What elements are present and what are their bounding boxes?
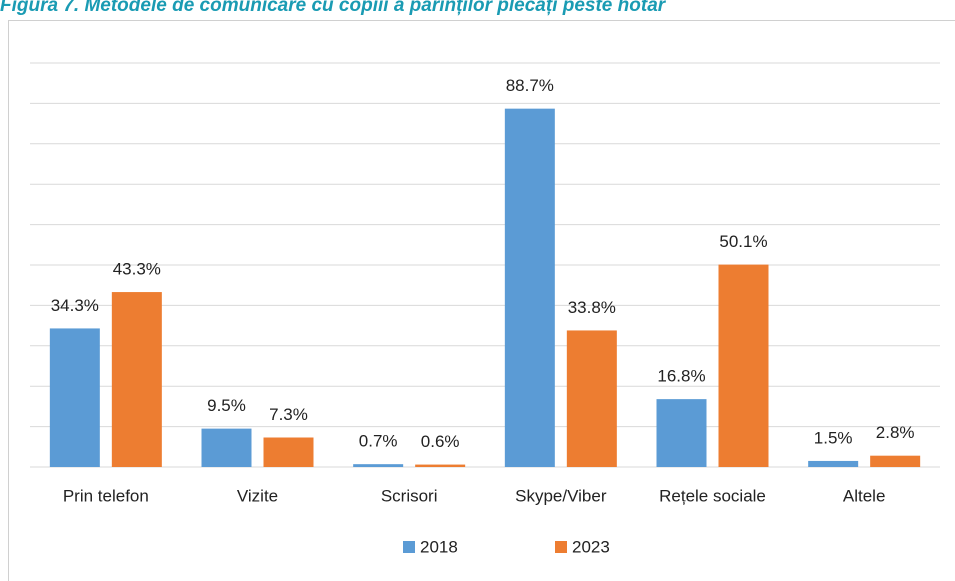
bar [566, 330, 617, 467]
data-label: 34.3% [51, 296, 99, 315]
data-label: 7.3% [269, 405, 308, 424]
data-label: 9.5% [207, 396, 246, 415]
x-tick-label: Altele [843, 486, 886, 505]
legend-swatch [403, 541, 415, 553]
legend-label: 2023 [572, 537, 610, 556]
bar [718, 264, 769, 467]
bar [808, 460, 859, 467]
bar [353, 464, 404, 467]
data-label: 88.7% [506, 76, 554, 95]
bar [263, 437, 314, 467]
data-label: 0.7% [359, 432, 398, 451]
x-tick-label: Skype/Viber [515, 486, 607, 505]
legend-swatch [555, 541, 567, 553]
chart-title: Figura 7. Metodele de comunicare cu copi… [0, 0, 667, 16]
legend-label: 2018 [420, 537, 458, 556]
x-tick-label: Rețele sociale [659, 486, 766, 505]
bar [201, 428, 252, 467]
x-tick-label: Vizite [237, 486, 278, 505]
data-label: 43.3% [113, 260, 161, 279]
bar [49, 328, 100, 467]
data-label: 50.1% [719, 232, 767, 251]
data-label: 0.6% [421, 432, 460, 451]
chart-frame [8, 20, 955, 581]
bar [504, 108, 555, 467]
bar [870, 455, 921, 467]
bar [111, 292, 162, 467]
x-tick-label: Prin telefon [63, 486, 149, 505]
data-label: 1.5% [814, 428, 853, 447]
x-tick-label: Scrisori [381, 486, 438, 505]
bar [656, 399, 707, 467]
data-label: 16.8% [657, 367, 705, 386]
data-label: 2.8% [876, 423, 915, 442]
bar [415, 464, 466, 467]
data-label: 33.8% [568, 298, 616, 317]
